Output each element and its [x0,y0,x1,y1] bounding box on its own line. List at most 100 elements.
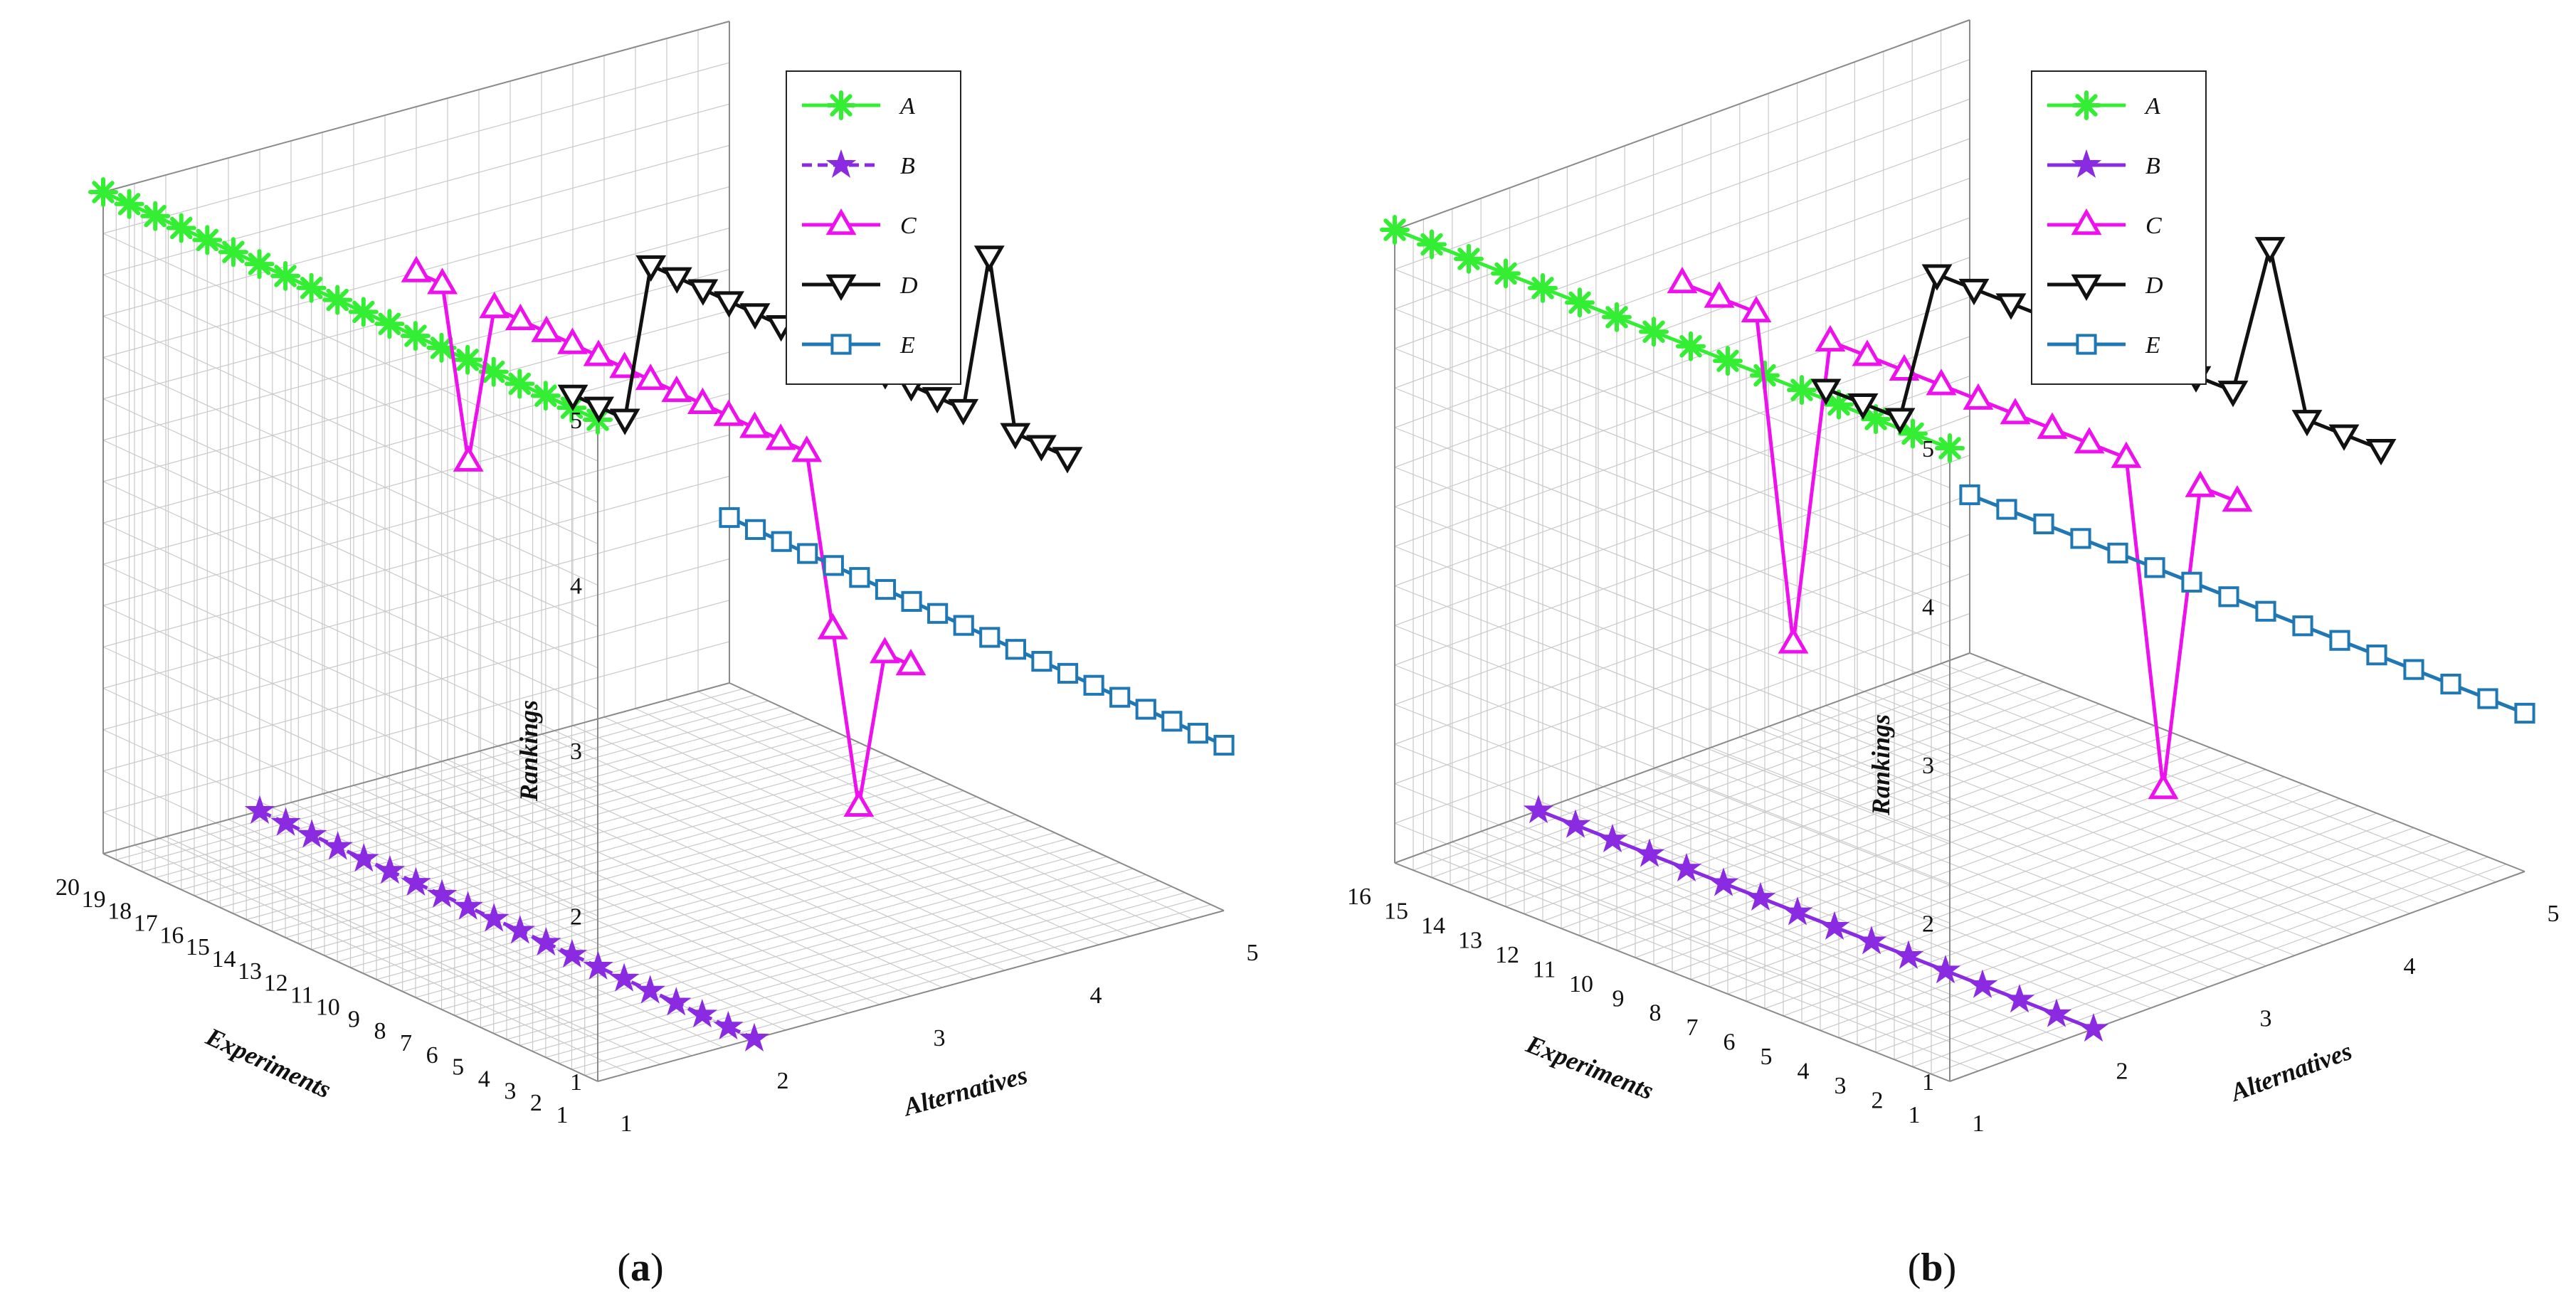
floor-grid-line [285,766,912,938]
x-tick-label: 4 [2404,953,2416,980]
data-point-b [1856,926,1887,955]
data-point-b [1967,969,1998,998]
y-tick-label: 15 [1384,898,1408,924]
data-point-d [635,255,667,282]
x-tick-label: 5 [1247,940,1259,966]
x-axis-title: Alternatives [2226,1037,2356,1107]
floor-grid-line [571,898,1198,1070]
y-tick-label: 13 [238,958,262,985]
data-point-e [849,567,870,588]
data-point-a [1565,287,1595,318]
data-point-d [1847,393,1879,420]
data-point-c [713,399,744,426]
axes-frame-edge [729,682,1225,911]
data-point-a [1454,243,1484,274]
legend-b: A B C D E [2031,70,2207,385]
data-point-e [979,627,1001,648]
data-point-e [1109,687,1131,708]
legend-marker-a [826,90,856,120]
data-point-a [244,249,275,280]
data-point-a [505,369,535,399]
y-tick-label: 12 [1495,942,1519,968]
y-tick-label: 2 [530,1090,542,1116]
y-tick-label: 3 [1835,1073,1847,1099]
data-point-c [531,315,562,342]
data-point-b [244,795,275,824]
z-axis-title: Rankings [1867,714,1895,816]
data-point-d [1000,423,1031,450]
data-point-b [322,831,353,860]
legend-marker-b [2071,149,2102,178]
data-point-d [1884,408,1916,435]
floor-grid-line [1413,659,1989,871]
data-point-d [1958,278,1990,306]
chart-panel-a: 1234512345678910111213141516171819201234… [56,21,1259,1137]
floor-grid-line [1505,696,2081,907]
floor-grid-line [1783,805,2359,1017]
z-tick-label: 4 [570,573,582,600]
data-point-e [719,507,740,529]
data-point-b [1523,794,1554,824]
data-point-e [2181,571,2202,593]
data-point-a [218,237,248,267]
data-point-b [2004,984,2035,1013]
data-point-e [1161,711,1183,732]
y-tick-label: 8 [1649,1000,1662,1027]
data-point-a [1935,433,1965,463]
floor-grid-line [363,802,990,974]
data-point-e [2033,513,2054,535]
data-point-d [2217,381,2249,408]
data-point-c [765,423,796,450]
x-tick-label: 2 [2116,1058,2128,1084]
y-tick-label: 8 [374,1018,386,1044]
data-point-b [1819,911,1850,940]
data-point-d [584,396,615,423]
legend-marker-e [830,334,852,355]
floor-grid-line [1820,820,2396,1031]
data-point-c [2037,412,2068,439]
floor-grid-line [532,880,1159,1052]
z-tick-label: 5 [1922,436,1934,462]
data-point-b [608,963,640,992]
subfigure-label-a: (a) [617,1246,663,1290]
data-point-a [478,356,509,387]
floor-grid-line [506,868,1134,1040]
floor-grid-line [311,778,938,950]
data-point-e [1031,651,1052,672]
x-tick-label: 2 [777,1068,789,1094]
data-point-c [739,411,770,438]
data-point-a [400,321,431,351]
data-point-c [687,387,718,414]
legend-label-d: D [899,272,918,299]
y-tick-label: 14 [211,946,236,973]
data-point-b [1634,838,1665,867]
floor-grid-line [558,892,1186,1064]
data-point-a [270,260,301,291]
data-point-b [1708,867,1739,896]
data-point-e [2218,586,2239,608]
floor-grid-line [1524,704,2100,915]
floor-grid-line [1931,864,2507,1075]
data-point-b [1671,852,1702,882]
data-point-b [349,843,379,872]
legend-label-c: C [900,213,917,239]
y-tick-label: 7 [400,1030,412,1056]
data-point-a [1602,302,1632,332]
floor-grid-line [415,826,1042,998]
data-point-c [661,375,692,403]
legend-box [2031,70,2207,385]
data-point-a [348,297,379,327]
data-point-b [583,950,613,980]
data-point-a [1491,258,1521,289]
data-point-c [505,303,536,331]
y-tick-label: 5 [1761,1044,1773,1070]
data-point-d [739,303,771,330]
y-tick-label: 10 [1569,971,1593,997]
floor-grid-line [376,808,1003,980]
series-line-e [1969,493,2525,715]
data-point-e [1083,674,1104,696]
data-point-e [927,603,949,624]
data-point-c [895,648,927,676]
y-tick-label: 18 [107,899,132,925]
data-point-d [687,279,719,306]
